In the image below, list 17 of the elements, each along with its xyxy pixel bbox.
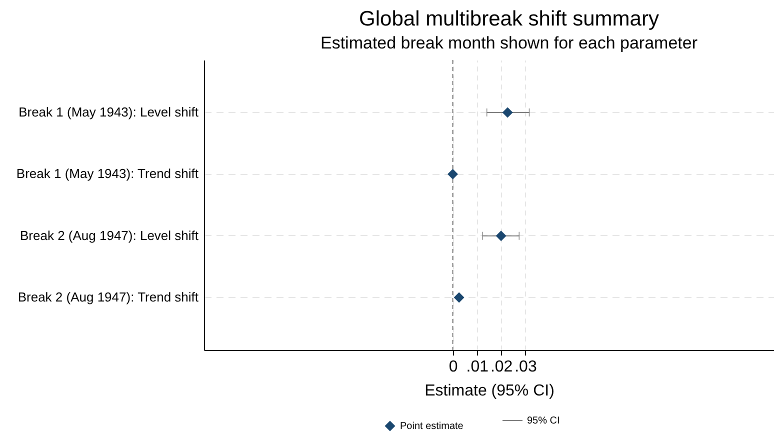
chart-subtitle: Estimated break month shown for each parameter [320, 34, 698, 52]
point [454, 292, 464, 303]
y-tick-label: Break 1 (May 1943): Level shift [18, 104, 199, 120]
x-tick-label: 0 [448, 358, 458, 376]
point [496, 230, 506, 242]
y-tick-label: Break 1 (May 1943): Trend shift [16, 166, 199, 182]
point [502, 107, 513, 118]
x-tick-label: .02 [490, 358, 513, 376]
y-tick-label: Break 2 (Aug 1947): Level shift [20, 228, 199, 243]
legend-label: Point estimate [400, 421, 464, 432]
chart-title: Global multibreak shift summary [359, 8, 660, 30]
text: 95% CI [527, 416, 560, 426]
x-tick-label: .01 [466, 358, 489, 376]
point [448, 168, 458, 180]
x-axis-title: Estimate (95% CI) [424, 382, 554, 400]
x-tick-label: .03 [514, 358, 537, 376]
y-tick-label: Break 2 (Aug 1947): Trend shift [18, 290, 199, 305]
